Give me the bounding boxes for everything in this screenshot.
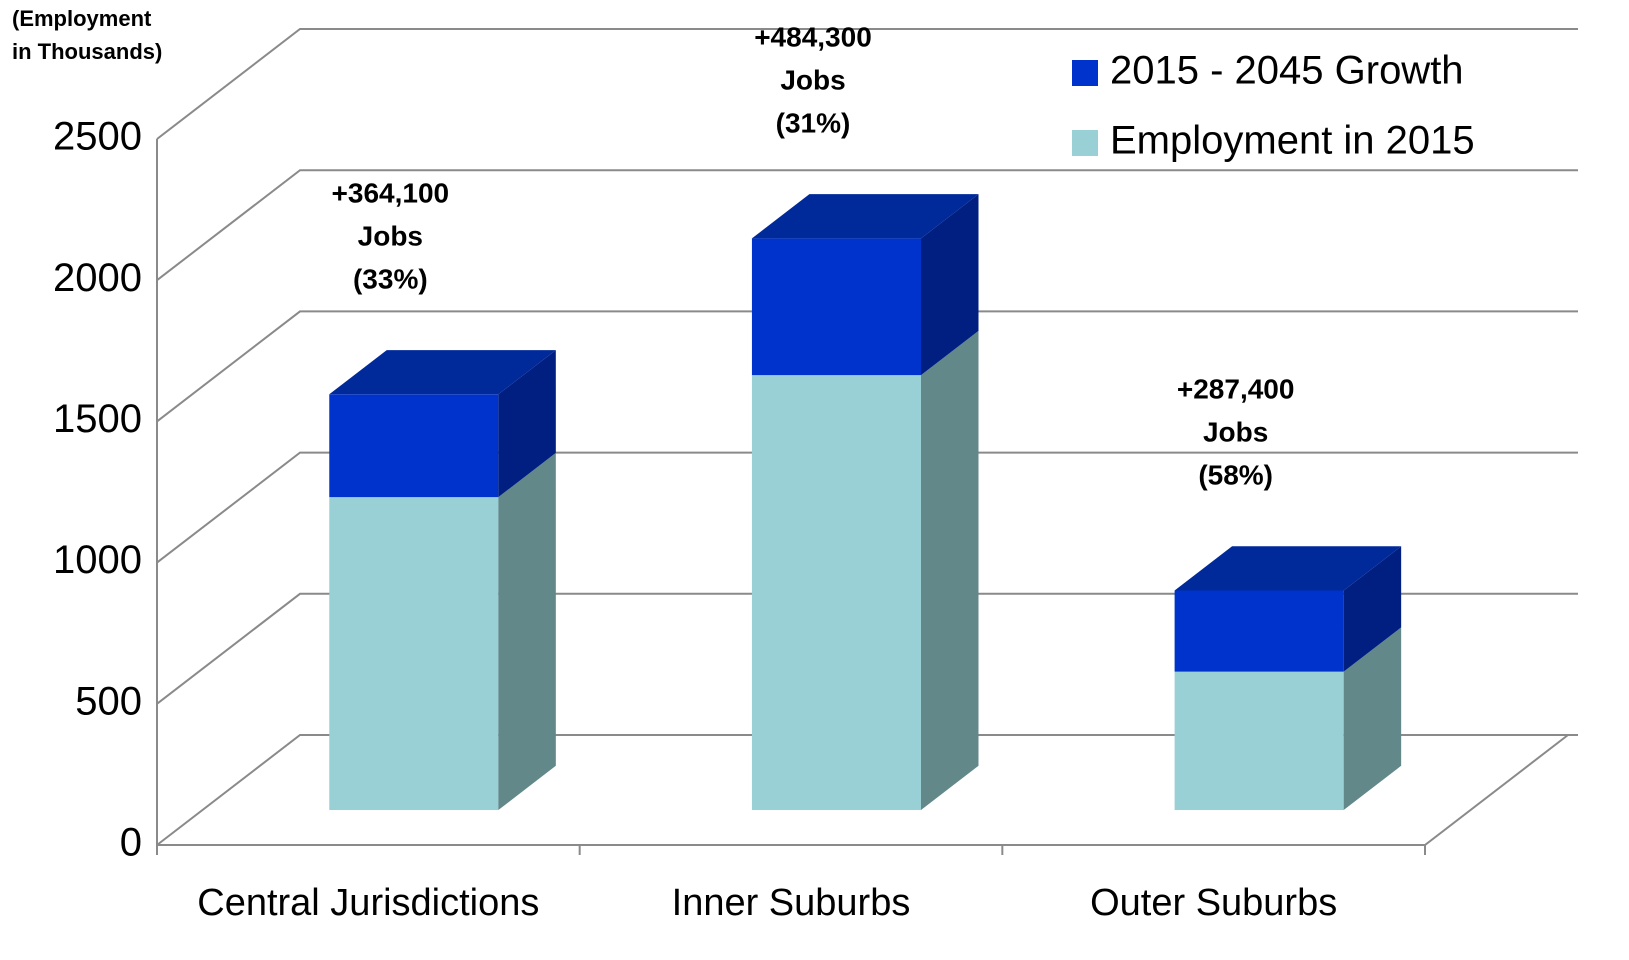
bar-segment xyxy=(329,394,499,498)
y-tick-label: 1500 xyxy=(53,397,142,441)
y-tick-label: 2500 xyxy=(53,115,142,159)
bar-top xyxy=(751,194,979,239)
data-label: Jobs xyxy=(358,220,423,251)
data-label: (58%) xyxy=(1198,460,1273,491)
grid-line xyxy=(156,592,1578,705)
y-axis-label: (Employment xyxy=(12,6,152,31)
y-tick-label: 1000 xyxy=(53,538,142,582)
y-tick-label: 0 xyxy=(120,821,142,865)
y-tick-label: 500 xyxy=(75,679,142,723)
bar-side xyxy=(498,452,556,811)
bar-side xyxy=(921,194,979,376)
legend-label: 2015 - 2045 Growth xyxy=(1110,49,1464,93)
legend-swatch xyxy=(1072,60,1098,86)
grid-line xyxy=(156,734,1578,846)
grid-line xyxy=(156,169,1578,281)
bar-top xyxy=(329,350,556,395)
bar-segment xyxy=(1174,671,1344,811)
data-label: (33%) xyxy=(353,263,428,294)
bar-segment xyxy=(329,497,499,811)
data-label: +364,100 xyxy=(332,177,450,208)
y-axis-label: in Thousands) xyxy=(12,39,162,64)
x-tick-label: Central Jurisdictions xyxy=(197,882,539,924)
bar-side xyxy=(921,330,979,811)
bar-segment xyxy=(1174,590,1344,672)
data-label: +484,300 xyxy=(754,22,872,53)
x-tick-label: Outer Suburbs xyxy=(1090,882,1337,924)
bar-top xyxy=(1174,546,1402,591)
y-tick-label: 2000 xyxy=(53,256,142,300)
data-label: Jobs xyxy=(1203,417,1268,448)
bar-side xyxy=(498,350,556,498)
bar-side xyxy=(1343,627,1402,811)
data-label: Jobs xyxy=(780,65,845,96)
grid-line xyxy=(156,28,1578,140)
data-label: (31%) xyxy=(776,108,851,139)
bar-segment xyxy=(751,375,922,811)
grid-line xyxy=(156,451,1578,564)
bar-segment xyxy=(751,238,922,376)
bar-side xyxy=(1343,546,1402,672)
legend-swatch xyxy=(1072,130,1098,156)
grid-line xyxy=(156,310,1578,423)
data-label: +287,400 xyxy=(1177,374,1295,405)
x-tick-label: Inner Suburbs xyxy=(672,882,911,924)
legend-label: Employment in 2015 xyxy=(1110,119,1475,163)
